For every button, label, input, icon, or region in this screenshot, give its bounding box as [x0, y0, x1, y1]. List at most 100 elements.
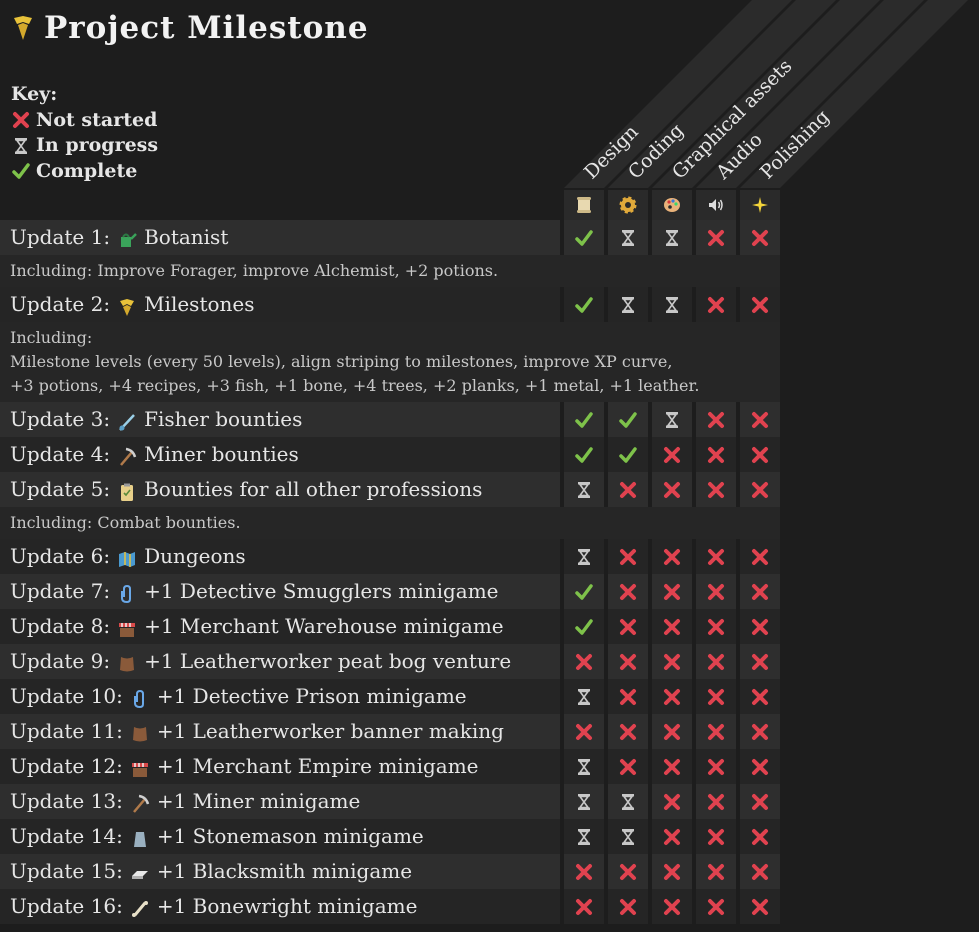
- cross-icon: [608, 609, 648, 644]
- hourglass-icon: [608, 287, 648, 322]
- column-header-label: Polishing: [756, 106, 834, 184]
- market-stall-icon: [129, 756, 151, 778]
- update-name: Update 13: +1 Miner minigame: [10, 784, 360, 819]
- update-row: Update 1: Botanist: [0, 220, 780, 255]
- update-row: Update 16: +1 Bonewright minigame: [0, 889, 780, 924]
- update-label: Update 9:: [10, 649, 111, 673]
- cross-icon: [564, 644, 604, 679]
- row-background: [0, 854, 560, 889]
- scroll-icon: [564, 190, 604, 220]
- cross-icon: [564, 714, 604, 749]
- description-line: Milestone levels (every 50 levels), alig…: [10, 352, 673, 371]
- page-title-text: Project Milestone: [44, 10, 369, 46]
- update-row: Update 7: +1 Detective Smugglers minigame: [0, 574, 780, 609]
- legend-label: In progress: [36, 134, 159, 156]
- update-description: Including: Combat bounties.: [0, 507, 780, 539]
- description-line: +3 potions, +4 recipes, +3 fish, +1 bone…: [10, 376, 700, 395]
- update-row: Update 12: +1 Merchant Empire minigame: [0, 749, 780, 784]
- column-header-label: Coding: [624, 119, 688, 183]
- update-title: Botanist: [144, 225, 229, 249]
- cross-icon: [696, 539, 736, 574]
- hourglass-icon: [564, 472, 604, 507]
- hourglass-icon: [564, 539, 604, 574]
- cross-icon: [652, 679, 692, 714]
- hourglass-icon: [564, 784, 604, 819]
- cross-icon: [740, 539, 780, 574]
- row-background: [0, 437, 560, 472]
- cross-icon: [652, 784, 692, 819]
- update-row: Update 8: +1 Merchant Warehouse minigame: [0, 609, 780, 644]
- page-title: Project Milestone: [12, 10, 369, 46]
- cross-icon: [696, 609, 736, 644]
- update-label: Update 4:: [10, 442, 111, 466]
- cross-icon: [740, 574, 780, 609]
- cross-icon: [652, 714, 692, 749]
- description-line: Including: Improve Forager, improve Alch…: [10, 261, 499, 280]
- update-row: Update 3: Fisher bounties: [0, 402, 780, 437]
- watering-can-icon: [116, 227, 138, 249]
- milestone-icon: [12, 14, 34, 42]
- check-icon: [564, 609, 604, 644]
- column-band: [608, 0, 836, 188]
- update-label: Update 7:: [10, 579, 111, 603]
- row-background: [0, 749, 560, 784]
- row-background: [0, 220, 560, 255]
- legend-in-progress: In progress: [11, 133, 158, 159]
- cross-icon: [608, 472, 648, 507]
- row-background: [0, 539, 560, 574]
- update-row: Update 9: +1 Leatherworker peat bog ventu…: [0, 644, 780, 679]
- cross-icon: [696, 854, 736, 889]
- update-name: Update 11: +1 Leatherworker banner making: [10, 714, 504, 749]
- cross-icon: [740, 644, 780, 679]
- stone-icon: [129, 826, 151, 848]
- update-description: Including: Improve Forager, improve Alch…: [0, 255, 780, 287]
- update-label: Update 15:: [10, 859, 123, 883]
- cross-icon: [652, 819, 692, 854]
- cross-icon: [696, 437, 736, 472]
- update-name: Update 1: Botanist: [10, 220, 228, 255]
- column-band: [652, 0, 880, 188]
- cross-icon: [740, 437, 780, 472]
- hourglass-icon: [652, 287, 692, 322]
- leather-icon: [116, 651, 138, 673]
- description-line: Including:: [10, 328, 93, 347]
- update-title: Miner bounties: [144, 442, 299, 466]
- description-line: Including: Combat bounties.: [10, 513, 241, 532]
- update-label: Update 3:: [10, 407, 111, 431]
- milestone-icon: [116, 294, 138, 316]
- update-row: Update 10: +1 Detective Prison minigame: [0, 679, 780, 714]
- market-stall-icon: [116, 616, 138, 638]
- update-name: Update 2: Milestones: [10, 287, 255, 322]
- update-label: Update 11:: [10, 719, 123, 743]
- update-label: Update 8:: [10, 614, 111, 638]
- cross-icon: [740, 784, 780, 819]
- update-name: Update 7: +1 Detective Smugglers minigame: [10, 574, 499, 609]
- update-row: Update 15: +1 Blacksmith minigame: [0, 854, 780, 889]
- legend: Key: Not started In progress Complete: [11, 82, 158, 184]
- update-label: Update 6:: [10, 544, 111, 568]
- cross-icon: [740, 749, 780, 784]
- check-icon: [564, 287, 604, 322]
- update-name: Update 5: Bounties for all other professi…: [10, 472, 482, 507]
- update-label: Update 5:: [10, 477, 111, 501]
- column-band: [564, 0, 792, 188]
- cross-icon: [696, 819, 736, 854]
- row-background: [0, 819, 560, 854]
- cross-icon: [608, 644, 648, 679]
- cross-icon: [696, 644, 736, 679]
- cross-icon: [696, 402, 736, 437]
- cross-icon: [696, 749, 736, 784]
- update-row: Update 2: Milestones: [0, 287, 780, 322]
- update-name: Update 15: +1 Blacksmith minigame: [10, 854, 412, 889]
- update-label: Update 13:: [10, 789, 123, 813]
- hourglass-icon: [564, 679, 604, 714]
- row-background: [0, 714, 560, 749]
- update-row: Update 11: +1 Leatherworker banner making: [0, 714, 780, 749]
- hourglass-icon: [15, 137, 27, 154]
- cross-icon: [652, 437, 692, 472]
- cross-icon: [740, 889, 780, 924]
- column-header-label: Graphical assets: [668, 55, 796, 183]
- cross-icon: [652, 644, 692, 679]
- cross-icon: [564, 889, 604, 924]
- cross-icon: [652, 854, 692, 889]
